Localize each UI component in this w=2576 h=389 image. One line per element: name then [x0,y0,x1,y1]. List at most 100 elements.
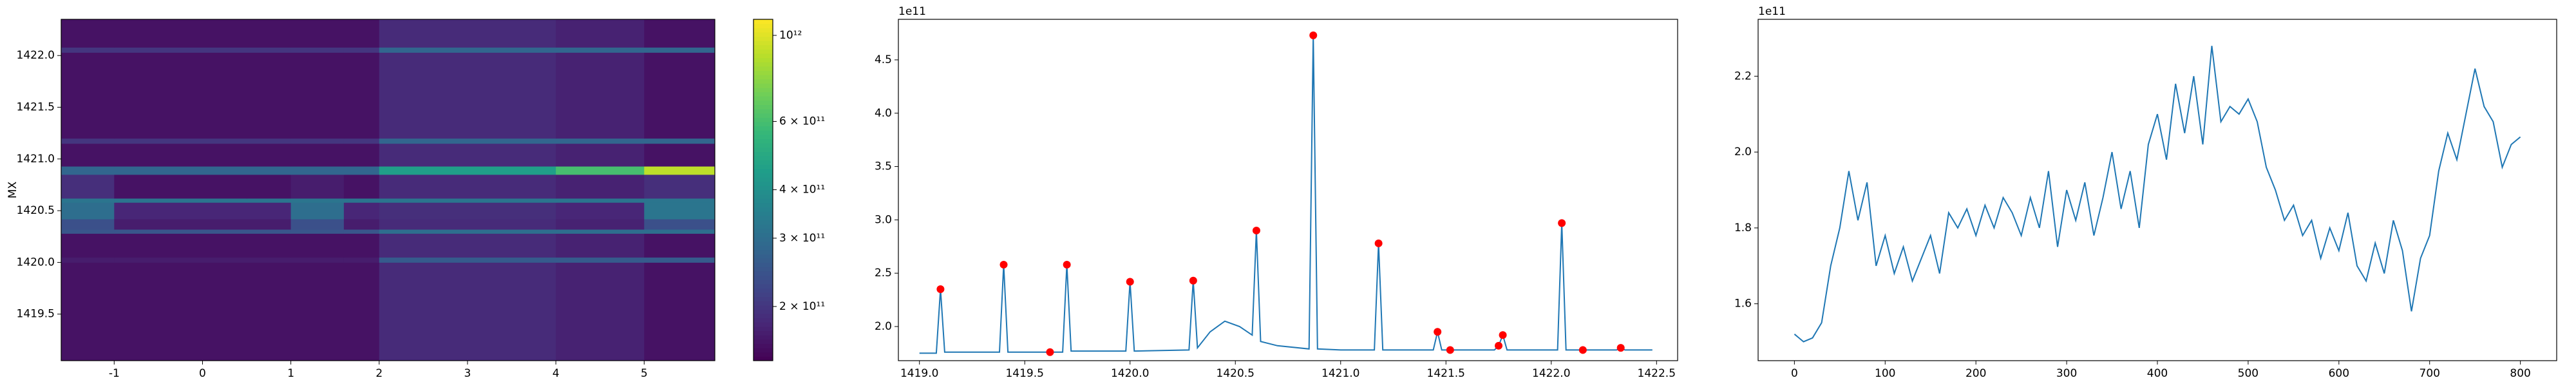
colorbar-step [753,147,773,152]
heat-cell [644,262,715,361]
heat-cell [379,202,556,220]
y-tick-label: 1420.5 [17,204,55,217]
heat-cell [114,218,247,230]
heat-cell [247,229,292,234]
offset-text: 1e11 [898,5,926,18]
heat-cell [61,229,115,234]
heat-cell [556,143,645,167]
x-tick-label: 2 [375,367,383,380]
x-tick-label: 100 [1875,367,1895,380]
colorbar-step [753,185,773,191]
peak-marker [1046,348,1054,356]
colorbar-step [753,79,773,84]
colorbar-step [753,270,773,276]
heat-cell [114,257,247,263]
colorbar-step [753,181,773,186]
heat-cell [343,166,380,175]
y-tick-label: 3.0 [875,213,892,226]
peak-marker [1616,344,1625,352]
heat-cell [247,138,292,144]
heat-cell [644,166,715,175]
heat-cell [290,218,345,230]
heat-cell [556,229,645,234]
heat-cell [343,174,380,199]
colorbar-tick-label: 10¹² [779,29,802,42]
heat-cell [343,262,380,361]
colorbar-step [753,305,773,310]
colorbar-step [753,327,773,332]
heat-cell [379,262,556,361]
colorbar-step [753,228,773,233]
x-tick-label: 200 [1965,367,1986,380]
colorbar-step [753,330,773,336]
colorbar-step [753,100,773,105]
colorbar-step [753,262,773,267]
y-tick-label: 4.5 [875,53,892,66]
colorbar-step [753,160,773,165]
colorbar-step [753,288,773,293]
y-tick-label: 2.5 [875,267,892,280]
heat-cell [290,47,345,53]
heat-cell [61,202,115,220]
peak-marker [1499,331,1507,339]
y-axis-label: MX [6,181,19,198]
x-tick-label: 1419.0 [900,367,938,380]
colorbar-step [753,318,773,323]
colorbar-step [753,335,773,340]
data-line [919,35,1653,354]
x-tick-label: 3 [464,367,471,380]
colorbar-step [753,23,773,28]
x-tick-label: 300 [2056,367,2077,380]
heat-cell [247,202,292,220]
peak-marker [1578,346,1587,354]
heat-cell [379,47,556,53]
colorbar-tick-label: 6 × 10¹¹ [779,115,825,128]
heat-cell [247,143,292,167]
colorbar-step [753,296,773,301]
colorbar-step [753,245,773,251]
heat-cell [644,52,715,139]
heat-cell [61,47,115,53]
heat-cell [114,202,247,220]
colorbar-step [753,28,773,33]
heat-cell [114,174,247,199]
heat-cell [644,257,715,263]
heat-cell [61,52,115,139]
heat-cell [343,202,380,220]
colorbar-tick-label: 4 × 10¹¹ [779,184,825,196]
heat-cell [343,198,380,203]
heat-cell [61,138,115,144]
colorbar-step [753,215,773,220]
colorbar-step [753,164,773,169]
x-tick-label: 4 [553,367,560,380]
heat-cell [290,262,345,361]
heat-cell [379,52,556,139]
colorbar-step [753,117,773,122]
colorbar-step [753,241,773,246]
colorbar-step [753,88,773,93]
heat-cell [247,218,292,230]
y-tick-label: 1.8 [1734,222,1752,234]
x-tick-label: 600 [2329,367,2349,380]
peak-marker [1374,239,1383,247]
heat-cell [114,143,247,167]
peak-marker [1309,31,1318,39]
heat-cell [61,19,115,48]
heat-cell [379,143,556,167]
heat-cell [290,166,345,175]
heat-cell [556,174,645,199]
heat-cell [61,218,115,230]
x-tick-label: 400 [2147,367,2168,380]
heat-cell [290,257,345,263]
x-tick-label: 800 [2510,367,2530,380]
x-tick-label: 1420.0 [1111,367,1149,380]
heat-cell [114,233,247,258]
heat-cell [379,19,556,48]
colorbar-step [753,19,773,24]
offset-text: 1e11 [1758,5,1786,18]
colorbar-step [753,36,773,41]
y-tick-label: 2.0 [875,320,892,333]
data-line [1794,46,2521,343]
x-tick-label: 1419.5 [1005,367,1043,380]
